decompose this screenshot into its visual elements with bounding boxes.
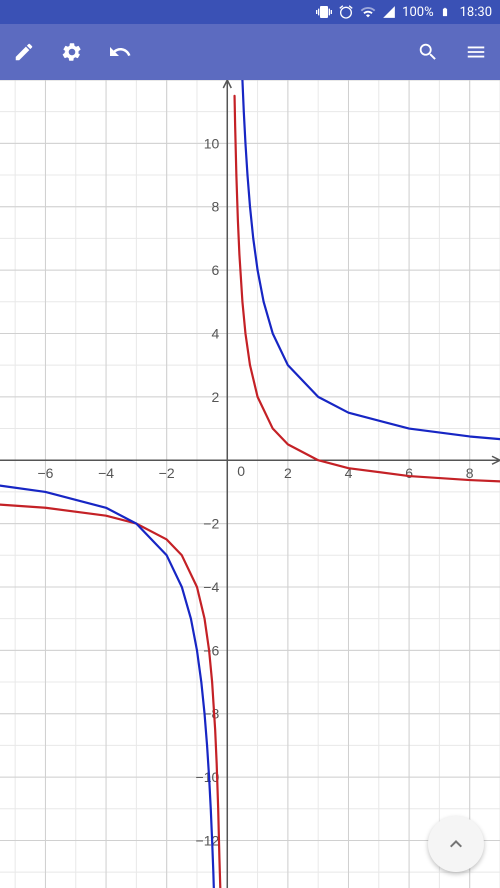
clock-time: 18:30	[460, 5, 492, 20]
battery-percent: 100%	[402, 5, 433, 20]
toolbar	[0, 24, 500, 80]
svg-text:2: 2	[211, 389, 219, 405]
battery-icon	[440, 4, 450, 20]
undo-icon	[108, 40, 132, 64]
svg-text:6: 6	[211, 262, 219, 278]
svg-text:−2: −2	[203, 516, 219, 532]
svg-text:−2: −2	[159, 465, 175, 481]
chevron-up-icon	[444, 832, 468, 856]
alarm-icon	[338, 4, 354, 20]
search-button[interactable]	[416, 40, 440, 64]
wifi-icon	[360, 4, 376, 20]
settings-button[interactable]	[60, 40, 84, 64]
chart-area[interactable]: −6−4−202468−12−10−8−6−4−2246810	[0, 80, 500, 888]
svg-text:−4: −4	[98, 465, 114, 481]
svg-text:8: 8	[211, 199, 219, 215]
svg-text:2: 2	[284, 465, 292, 481]
svg-text:0: 0	[237, 463, 245, 479]
svg-text:−4: −4	[203, 579, 219, 595]
edit-button[interactable]	[12, 40, 36, 64]
menu-button[interactable]	[464, 40, 488, 64]
status-bar: 100% 18:30	[0, 0, 500, 24]
menu-icon	[465, 41, 487, 63]
vibrate-icon	[316, 4, 332, 20]
search-icon	[417, 41, 439, 63]
svg-text:−6: −6	[37, 465, 53, 481]
svg-text:6: 6	[405, 465, 413, 481]
undo-button[interactable]	[108, 40, 132, 64]
svg-text:−12: −12	[196, 832, 220, 848]
scroll-up-button[interactable]	[428, 816, 484, 872]
edit-icon	[13, 41, 35, 63]
svg-text:10: 10	[204, 135, 220, 151]
svg-text:−6: −6	[203, 642, 219, 658]
svg-text:4: 4	[211, 325, 219, 341]
signal-icon	[382, 5, 396, 19]
gear-icon	[61, 41, 83, 63]
